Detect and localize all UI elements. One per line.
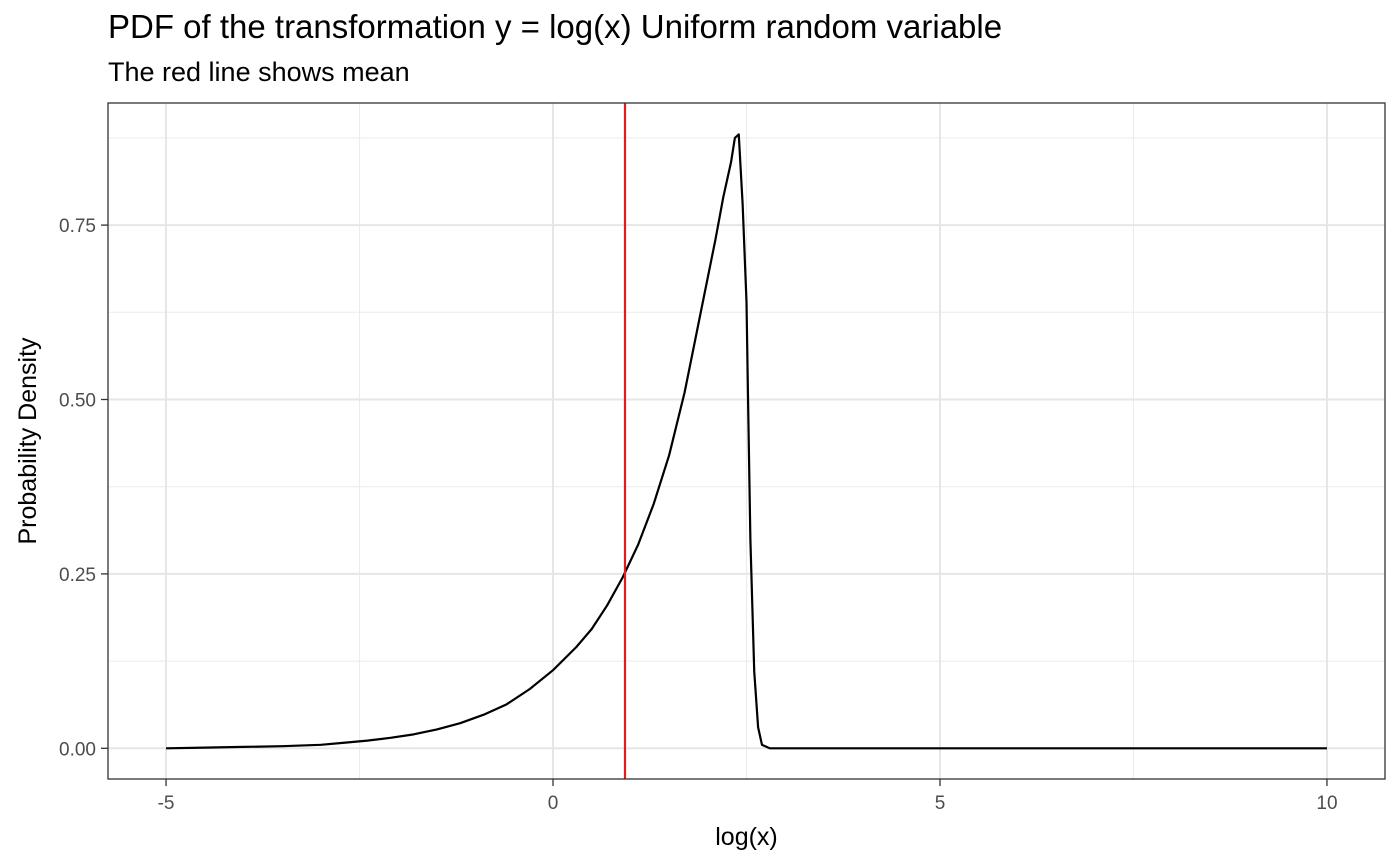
x-axis: -5 0 5 10 xyxy=(158,779,1338,814)
minor-gridlines xyxy=(108,103,1385,779)
y-axis-title: Probability Density xyxy=(14,337,42,545)
series-layer xyxy=(166,133,1327,750)
x-tick-label: 5 xyxy=(935,793,946,814)
chart-subtitle: The red line shows mean xyxy=(108,57,410,87)
y-tick-label: 0.50 xyxy=(59,390,96,411)
x-tick-label: 0 xyxy=(548,793,559,814)
x-tick-label: -5 xyxy=(158,793,175,814)
major-gridlines xyxy=(108,103,1385,779)
chart-title: PDF of the transformation y = log(x) Uni… xyxy=(108,8,1003,45)
y-tick-label: 0.00 xyxy=(59,739,96,760)
y-tick-label: 0.75 xyxy=(59,216,96,237)
x-axis-title: log(x) xyxy=(715,823,778,851)
y-axis: 0.00 0.25 0.50 0.75 xyxy=(59,216,108,760)
x-tick-label: 10 xyxy=(1316,793,1337,814)
plot-border xyxy=(107,102,1386,780)
density-curve-line xyxy=(166,133,1327,750)
y-tick-label: 0.25 xyxy=(59,565,96,586)
